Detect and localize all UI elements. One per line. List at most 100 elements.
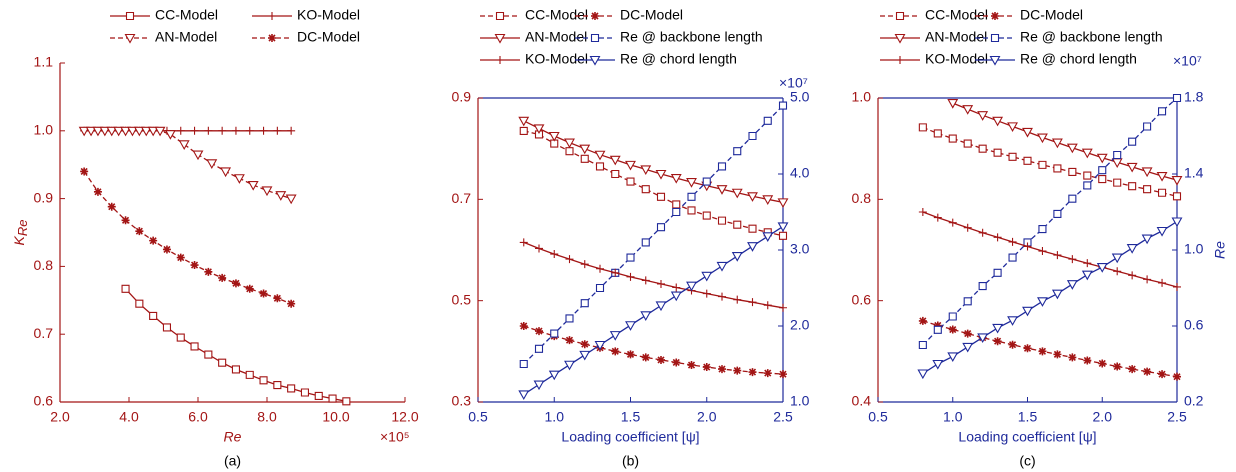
legend-label: DC-Model	[620, 7, 683, 23]
marker	[1098, 166, 1107, 175]
caption: (b)	[622, 453, 639, 469]
marker	[220, 167, 232, 178]
marker	[1156, 226, 1168, 237]
marker	[127, 126, 138, 137]
marker	[1128, 137, 1137, 146]
marker	[1038, 347, 1047, 356]
marker	[641, 238, 650, 247]
marker	[1173, 372, 1181, 381]
x-tick-label: 4.0	[119, 409, 139, 425]
marker	[993, 233, 1002, 242]
marker	[918, 208, 927, 216]
marker	[275, 191, 287, 201]
y-tick-label: 0.8	[34, 257, 54, 273]
marker	[1143, 367, 1152, 376]
marker	[1008, 253, 1017, 262]
x-tick-label: 2.5	[1167, 409, 1187, 425]
marker	[1068, 353, 1077, 362]
marker	[963, 223, 972, 232]
marker	[702, 211, 711, 220]
marker	[1128, 365, 1137, 374]
panel: 0.5 1.0 1.5 2.0 2.5 0.4 0.6 0.8 1.0 0.2 0.6 1.0 1.4 1…	[852, 7, 1228, 469]
legend-label: CC-Model	[925, 7, 988, 23]
y2-multiplier: ×10⁷	[779, 75, 808, 91]
marker	[978, 144, 987, 153]
marker	[609, 155, 621, 166]
marker	[611, 169, 620, 179]
marker	[731, 252, 743, 262]
x-axis-label: Re	[224, 429, 242, 445]
x-tick-label: 6.0	[188, 409, 208, 425]
marker	[192, 150, 204, 161]
marker	[1141, 234, 1153, 245]
marker	[495, 11, 505, 21]
marker	[687, 192, 696, 201]
marker	[1023, 344, 1032, 353]
x-tick-label: 0.5	[468, 409, 488, 425]
marker	[611, 268, 620, 277]
marker	[121, 216, 130, 225]
marker	[125, 11, 135, 21]
marker	[519, 126, 528, 135]
marker	[1008, 237, 1017, 246]
panel: 2.0 4.0 6.0 8.0 10.0 12.0 0.6 0.7 0.8 0.9 1.0 1.1 Re…	[11, 7, 419, 469]
marker	[978, 282, 987, 291]
marker	[1038, 160, 1047, 169]
marker	[977, 111, 989, 121]
marker	[948, 218, 957, 227]
marker	[1023, 156, 1032, 165]
x-tick-label: 1.0	[943, 409, 963, 425]
series-line	[83, 171, 292, 305]
marker	[748, 224, 757, 233]
legend-label: DC-Model	[297, 29, 360, 45]
marker	[948, 325, 957, 334]
marker	[518, 116, 530, 127]
marker	[731, 188, 743, 199]
marker	[580, 154, 589, 163]
marker	[113, 126, 125, 137]
marker	[548, 370, 560, 381]
marker	[1068, 194, 1077, 203]
marker	[778, 101, 788, 110]
marker	[1171, 217, 1183, 228]
marker	[579, 350, 591, 361]
marker	[777, 222, 789, 233]
y-tick-label: 0.9	[34, 189, 54, 205]
y-tick-label: 1.1	[34, 54, 54, 70]
marker	[992, 116, 1004, 127]
marker	[993, 268, 1002, 277]
marker	[140, 126, 152, 137]
marker	[121, 284, 130, 293]
legend-label: KO-Model	[525, 51, 588, 67]
marker	[596, 264, 604, 273]
marker	[218, 358, 227, 367]
marker	[933, 213, 942, 222]
marker	[1068, 255, 1077, 264]
marker	[550, 139, 559, 148]
marker	[564, 138, 575, 149]
marker	[190, 126, 199, 135]
marker	[1126, 244, 1138, 254]
x-tick-label: 0.5	[868, 409, 888, 425]
marker	[518, 390, 530, 401]
marker	[918, 316, 927, 325]
x-tick-label: 8.0	[257, 409, 277, 425]
marker	[149, 236, 158, 245]
marker	[534, 344, 544, 353]
marker	[1172, 93, 1182, 103]
marker	[748, 131, 757, 141]
marker	[1172, 192, 1182, 201]
x-tick-label: 1.5	[621, 409, 641, 425]
y-label-sub: Re	[15, 220, 30, 237]
marker	[717, 162, 727, 171]
marker	[314, 391, 323, 400]
marker	[589, 55, 601, 66]
marker	[1096, 153, 1108, 164]
x-tick-label: 10.0	[322, 409, 349, 425]
y2-tick-label: 4.0	[790, 165, 810, 181]
marker	[670, 174, 682, 184]
marker	[176, 333, 185, 342]
marker	[245, 284, 254, 293]
marker	[231, 279, 240, 288]
y2-tick-label: 1.8	[1184, 89, 1204, 105]
